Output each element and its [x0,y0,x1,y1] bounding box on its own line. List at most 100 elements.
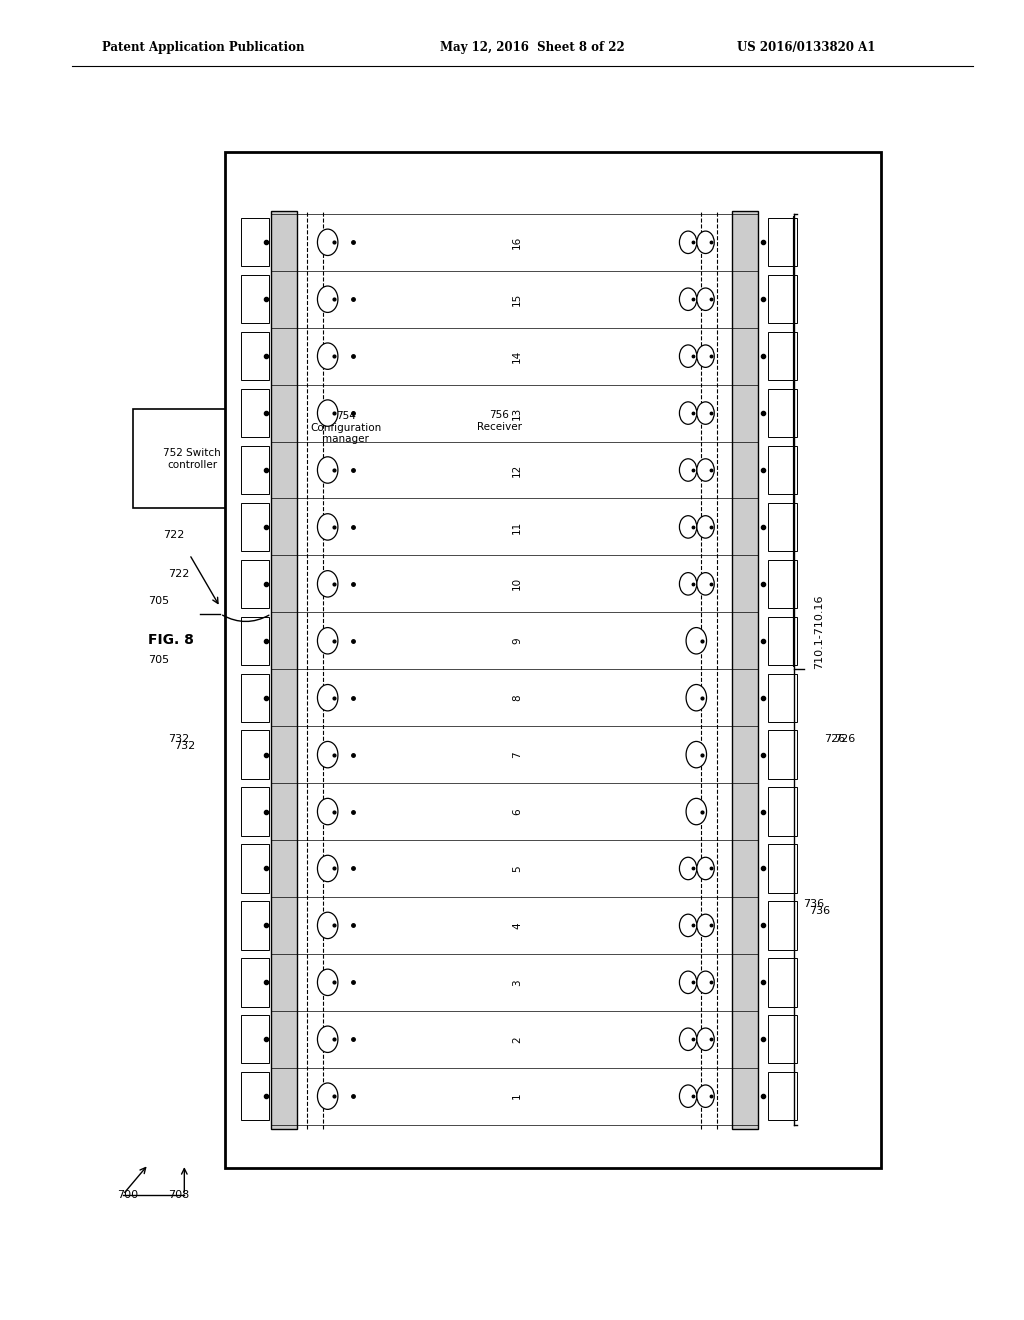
Text: 11: 11 [512,520,522,533]
FancyBboxPatch shape [768,446,797,494]
Text: 5: 5 [512,865,522,871]
Text: 726: 726 [824,734,845,744]
Circle shape [317,457,338,483]
FancyBboxPatch shape [287,367,404,488]
Text: 7: 7 [512,751,522,758]
Text: 16: 16 [512,236,522,249]
FancyBboxPatch shape [768,331,797,380]
Circle shape [697,401,715,424]
Text: 705: 705 [148,595,169,606]
FancyBboxPatch shape [440,374,558,469]
Circle shape [680,288,696,310]
Circle shape [680,573,696,595]
FancyBboxPatch shape [241,389,269,437]
FancyBboxPatch shape [768,616,797,665]
Text: US 2016/0133820 A1: US 2016/0133820 A1 [737,41,876,54]
Circle shape [680,1085,696,1107]
FancyBboxPatch shape [768,389,797,437]
Text: 700: 700 [118,1189,138,1200]
FancyBboxPatch shape [768,1072,797,1121]
Text: 705: 705 [148,655,169,665]
Circle shape [697,573,715,595]
Circle shape [317,343,338,370]
Circle shape [680,345,696,367]
FancyBboxPatch shape [241,446,269,494]
Text: 710.1-710.16: 710.1-710.16 [814,595,824,669]
FancyBboxPatch shape [225,152,881,1168]
Circle shape [317,969,338,995]
FancyBboxPatch shape [768,275,797,323]
FancyBboxPatch shape [241,1072,269,1121]
Text: May 12, 2016  Sheet 8 of 22: May 12, 2016 Sheet 8 of 22 [440,41,625,54]
Text: 732: 732 [174,741,195,751]
Text: 722: 722 [169,569,189,579]
Circle shape [697,288,715,310]
Text: 8: 8 [512,694,522,701]
Text: 15: 15 [512,293,522,306]
FancyBboxPatch shape [241,673,269,722]
Text: 12: 12 [512,463,522,477]
Circle shape [686,799,707,825]
Text: 708: 708 [169,1189,189,1200]
Circle shape [680,857,696,879]
Circle shape [686,685,707,711]
Circle shape [317,742,338,768]
Text: 6: 6 [512,808,522,814]
Circle shape [697,972,715,994]
Text: 10: 10 [512,577,522,590]
FancyBboxPatch shape [241,730,269,779]
FancyBboxPatch shape [241,275,269,323]
FancyBboxPatch shape [768,673,797,722]
Circle shape [697,459,715,482]
Circle shape [697,915,715,937]
Text: 13: 13 [512,407,522,420]
Circle shape [317,286,338,313]
Circle shape [317,570,338,597]
Circle shape [680,915,696,937]
Circle shape [697,516,715,539]
FancyBboxPatch shape [768,787,797,836]
Circle shape [697,1028,715,1051]
FancyBboxPatch shape [732,211,758,1129]
Text: 752 Switch
controller: 752 Switch controller [163,447,221,470]
Circle shape [317,855,338,882]
Circle shape [317,1082,338,1109]
FancyBboxPatch shape [241,616,269,665]
FancyBboxPatch shape [768,958,797,1007]
Text: 754
Configuration
manager: 754 Configuration manager [310,411,381,445]
FancyBboxPatch shape [768,503,797,552]
FancyBboxPatch shape [768,1015,797,1064]
Circle shape [680,231,696,253]
Circle shape [317,1026,338,1052]
Circle shape [697,231,715,253]
FancyBboxPatch shape [768,560,797,609]
FancyBboxPatch shape [768,730,797,779]
Text: 722: 722 [164,529,184,540]
Text: 756
Receiver: 756 Receiver [477,411,521,432]
Text: 14: 14 [512,350,522,363]
FancyBboxPatch shape [133,409,251,508]
FancyBboxPatch shape [271,211,297,1129]
Circle shape [317,230,338,256]
Text: 726: 726 [835,734,855,744]
FancyBboxPatch shape [241,1015,269,1064]
Circle shape [317,685,338,711]
Text: 736: 736 [804,899,824,909]
FancyBboxPatch shape [241,902,269,949]
Text: 736: 736 [809,906,829,916]
Text: 9: 9 [512,638,522,644]
Circle shape [680,516,696,539]
Circle shape [317,627,338,653]
Circle shape [697,1085,715,1107]
Circle shape [317,400,338,426]
Circle shape [686,627,707,653]
Text: 2: 2 [512,1036,522,1043]
Circle shape [680,401,696,424]
FancyBboxPatch shape [241,331,269,380]
Circle shape [697,345,715,367]
Circle shape [697,857,715,879]
Text: 732: 732 [169,734,189,744]
FancyBboxPatch shape [241,787,269,836]
Circle shape [680,1028,696,1051]
Circle shape [317,912,338,939]
